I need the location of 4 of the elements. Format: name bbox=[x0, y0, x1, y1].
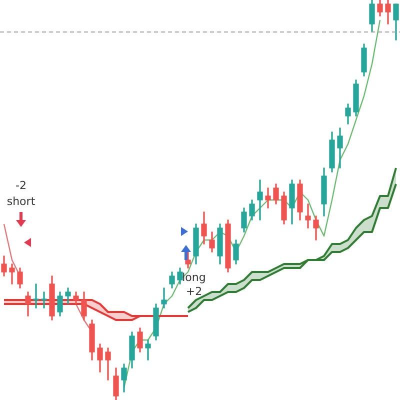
annotation: long bbox=[182, 270, 206, 284]
annotation: +2 bbox=[186, 284, 202, 298]
annotation: -2 bbox=[16, 178, 26, 192]
annotation: short bbox=[6, 194, 36, 208]
